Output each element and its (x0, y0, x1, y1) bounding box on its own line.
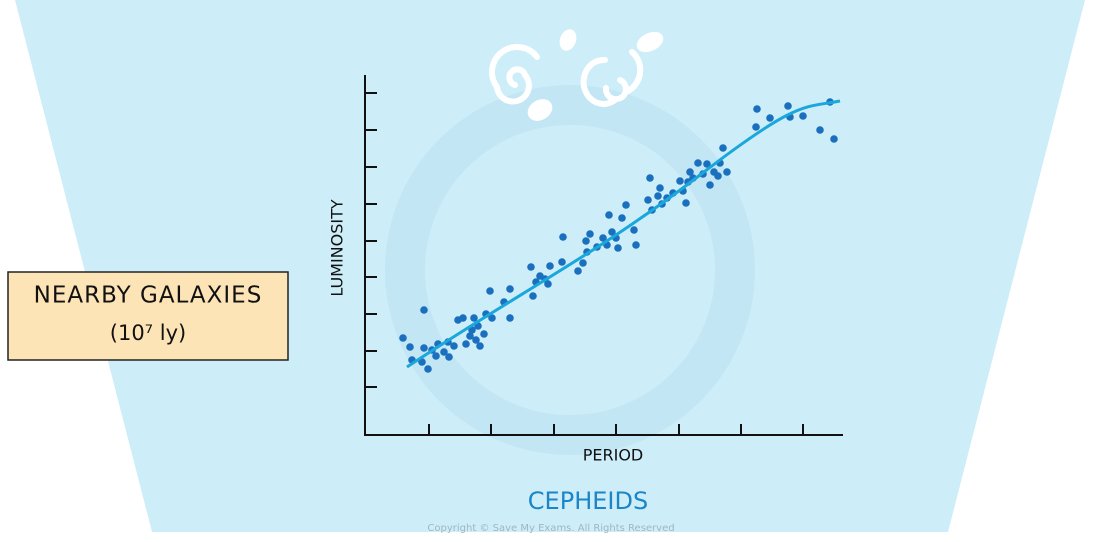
data-point (420, 306, 428, 314)
data-point (527, 263, 535, 271)
data-point (424, 365, 432, 373)
data-point (506, 314, 514, 322)
data-points (399, 98, 838, 373)
data-point (632, 241, 640, 249)
label-line: NEARBY GALAXIES (34, 283, 263, 309)
data-point (605, 211, 613, 219)
data-point (799, 112, 807, 120)
data-point (766, 114, 774, 122)
copyright: Copyright © Save My Exams. All Rights Re… (427, 523, 674, 534)
x-axis-label: PERIOD (583, 446, 644, 465)
data-point (644, 196, 652, 204)
data-point (706, 181, 714, 189)
data-point (506, 285, 514, 293)
data-point (630, 226, 638, 234)
label-line: (10⁷ ly) (110, 321, 186, 345)
data-point (682, 199, 690, 207)
data-point (406, 343, 414, 351)
data-point (599, 234, 607, 242)
data-point (486, 287, 494, 295)
data-point (622, 201, 630, 209)
data-point (586, 230, 594, 238)
data-point (686, 168, 694, 176)
data-point (432, 352, 440, 360)
data-point (608, 228, 616, 236)
galaxy-icons (489, 44, 644, 107)
data-point (676, 177, 684, 185)
data-point (476, 342, 484, 350)
data-point (544, 280, 552, 288)
data-point (466, 332, 474, 340)
label-box (7, 271, 289, 361)
data-point (703, 160, 711, 168)
data-point (816, 126, 824, 134)
caption: CEPHEIDS (528, 487, 648, 515)
data-point (582, 237, 590, 245)
data-point (579, 259, 587, 267)
data-point (614, 244, 622, 252)
galaxy-blobs (527, 29, 664, 121)
data-point (558, 258, 566, 266)
data-point (445, 353, 453, 361)
data-point (719, 144, 727, 152)
data-point (462, 340, 470, 348)
data-point (618, 214, 626, 222)
data-point (714, 172, 722, 180)
data-point (488, 314, 496, 322)
data-point (472, 336, 480, 344)
data-point (574, 267, 582, 275)
data-point (420, 344, 428, 352)
data-point (440, 348, 448, 356)
data-point (646, 174, 654, 182)
data-point (480, 330, 488, 338)
data-point (784, 102, 792, 110)
data-point (470, 314, 478, 322)
data-point (450, 342, 458, 350)
trend-curve (406, 99, 841, 369)
data-point (656, 184, 664, 192)
data-point (459, 314, 467, 322)
data-point (694, 159, 702, 167)
data-point (546, 262, 554, 270)
axes (364, 75, 843, 436)
data-point (830, 135, 838, 143)
data-point (399, 334, 407, 342)
data-point (753, 105, 761, 113)
data-point (654, 192, 662, 200)
y-axis-label: LUMINOSITY (328, 199, 347, 297)
data-point (723, 168, 731, 176)
data-point (529, 292, 537, 300)
data-point (559, 233, 567, 241)
data-point (752, 123, 760, 131)
